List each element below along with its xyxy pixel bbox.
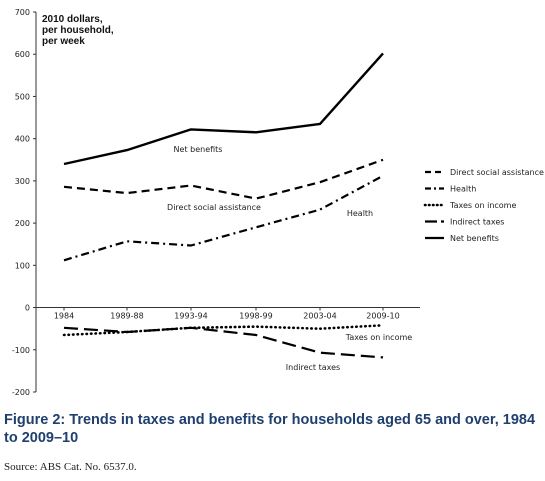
series-line-indirect-taxes <box>63 326 384 359</box>
legend-label: Net benefits <box>450 234 499 243</box>
y-tick-label: 0 <box>25 304 30 313</box>
y-tick-label: 500 <box>15 92 30 101</box>
annotation-direct-social-assistance: Direct social assistance <box>167 203 261 212</box>
legend-label: Direct social assistance <box>450 168 544 177</box>
line-chart: -200 -100 0 100 200 300 400 500 600 700 1984 1989-… <box>12 8 544 397</box>
y-tick-label: 200 <box>15 219 30 228</box>
annotation-net-benefits: Net benefits <box>174 145 223 154</box>
legend-label: Health <box>450 185 476 194</box>
x-axis-ticks: 1984 1989-88 1993-94 1998-99 2003-04 2009-10 <box>54 307 400 321</box>
x-tick-label: 1993-94 <box>174 312 207 321</box>
source-note: Source: ABS Cat. No. 6537.0. <box>4 461 137 473</box>
y-axis-ticks: -200 -100 0 100 200 300 400 500 600 700 <box>12 8 36 397</box>
y-tick-label: -100 <box>12 346 30 355</box>
series-line-direct-social-assistance <box>63 158 384 200</box>
x-tick-label: 2003-04 <box>303 312 336 321</box>
chart-axes <box>35 12 420 392</box>
y-axis-label-line: per week <box>42 36 85 47</box>
y-axis-label-line: 2010 dollars, <box>42 14 103 25</box>
x-tick-label: 1989-88 <box>110 312 143 321</box>
series-line-net-benefits <box>63 52 384 166</box>
y-axis-label: 2010 dollars,per household,per week <box>42 14 114 47</box>
legend-label: Taxes on income <box>449 201 516 210</box>
x-tick-label: 1998-99 <box>239 312 272 321</box>
y-tick-label: 700 <box>15 8 30 17</box>
x-tick-label: 2009-10 <box>366 312 399 321</box>
chart-series <box>62 52 385 359</box>
y-tick-label: 400 <box>15 135 30 144</box>
y-tick-label: 600 <box>15 50 30 59</box>
series-line-taxes-on-income <box>62 323 385 337</box>
y-tick-label: 100 <box>15 261 30 270</box>
x-tick-label: 1984 <box>54 312 74 321</box>
annotation-indirect-taxes: Indirect taxes <box>286 363 340 372</box>
annotation-health: Health <box>347 209 373 218</box>
annotation-taxes-on-income: Taxes on income <box>345 333 412 342</box>
y-axis-label-line: per household, <box>42 25 114 36</box>
legend-label: Indirect taxes <box>450 218 504 227</box>
y-tick-label: -200 <box>12 388 30 397</box>
chart-legend: Direct social assistance Health Taxes on i… <box>423 168 544 243</box>
series-annotations: Direct social assistance Health Taxes on i… <box>167 145 412 372</box>
figure-caption: Figure 2: Trends in taxes and benefits f… <box>4 412 536 446</box>
series-line-health <box>63 174 384 262</box>
y-tick-label: 300 <box>15 177 30 186</box>
